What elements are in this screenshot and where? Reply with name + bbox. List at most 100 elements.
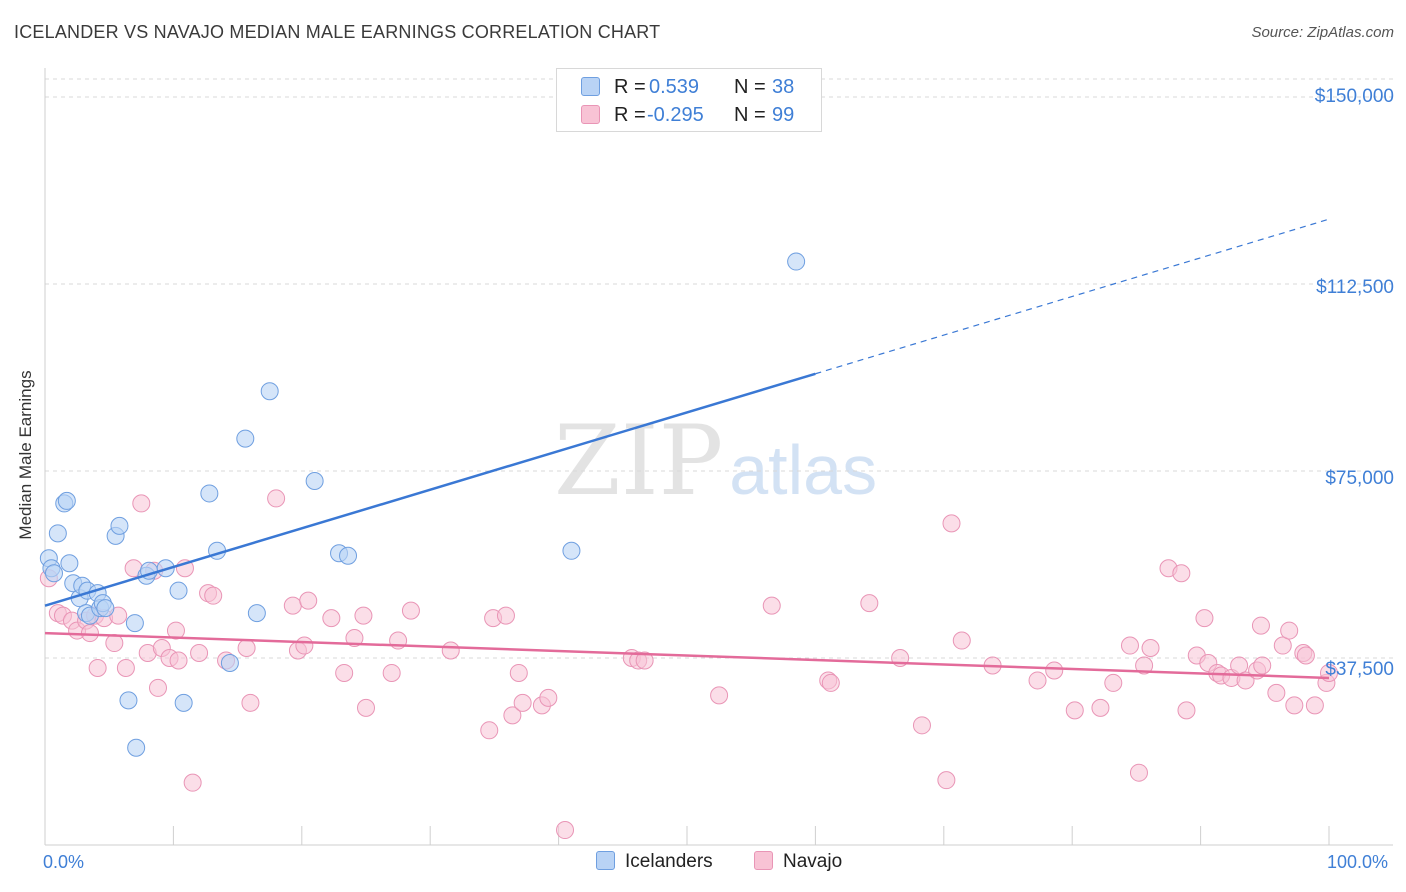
icelander-point xyxy=(125,614,144,633)
navajo-point xyxy=(1129,763,1148,782)
navajo-point xyxy=(710,686,729,705)
navajo-swatch xyxy=(581,105,600,124)
legend-item-navajo[interactable]: Navajo xyxy=(754,851,842,873)
icelander-point xyxy=(96,599,115,618)
navajo-point xyxy=(241,693,260,712)
y-tick-label: $37,500 xyxy=(1325,659,1394,680)
navajo-point xyxy=(821,673,840,692)
icelander-point xyxy=(339,546,358,565)
navajo-point xyxy=(401,601,420,620)
n-label: N = xyxy=(734,104,766,126)
x-tick-label-min: 0.0% xyxy=(43,852,85,872)
icelander-point xyxy=(247,604,266,623)
icelander-points xyxy=(39,252,806,757)
icelander-point xyxy=(48,524,67,543)
navajo-point xyxy=(912,716,931,735)
navajo-point xyxy=(1065,701,1084,720)
navajo-point xyxy=(237,639,256,658)
navajo-point xyxy=(1285,696,1304,715)
navajo-point xyxy=(1028,671,1047,690)
navajo-trend-line xyxy=(44,631,1330,680)
navajo-point xyxy=(295,636,314,655)
navajo-point xyxy=(762,596,781,615)
navajo-point xyxy=(1104,673,1123,692)
navajo-point xyxy=(1273,636,1292,655)
y-tick-label: $112,500 xyxy=(1316,277,1394,298)
icelander-point xyxy=(127,738,146,757)
n-value: 38 xyxy=(772,76,795,98)
chart-title: ICELANDER VS NAVAJO MEDIAN MALE EARNINGS… xyxy=(14,22,661,42)
icelander-point xyxy=(169,581,188,600)
navajo-point xyxy=(480,721,499,740)
navajo-point xyxy=(335,663,354,682)
navajo-point xyxy=(190,644,209,663)
navajo-point xyxy=(1251,616,1270,635)
icelander-point xyxy=(60,554,79,573)
navajo-point xyxy=(1091,698,1110,717)
icelander-point xyxy=(220,653,239,672)
legend-item-icelanders[interactable]: Icelanders xyxy=(596,851,713,873)
legend-label: Navajo xyxy=(783,851,843,872)
n-value: 99 xyxy=(772,104,795,126)
correlation-legend: R = 0.539 N = 38 R = -0.295 N = 99 xyxy=(556,68,822,132)
navajo-point xyxy=(1267,683,1286,702)
navajo-point xyxy=(942,514,961,533)
navajo-point xyxy=(937,771,956,790)
icelander-point xyxy=(200,484,219,503)
navajo-point xyxy=(132,494,151,513)
navajo-point xyxy=(556,821,575,840)
icelander-point xyxy=(119,691,138,710)
navajo-point xyxy=(1230,656,1249,675)
navajo-point xyxy=(1172,564,1191,583)
navajo-point xyxy=(345,629,364,648)
navajo-point xyxy=(1177,701,1196,720)
navajo-point xyxy=(496,606,515,625)
navajo-point xyxy=(509,663,528,682)
watermark-zip: ZIP xyxy=(554,405,724,517)
navajo-point xyxy=(503,706,522,725)
y-tick-label: $150,000 xyxy=(1314,86,1394,107)
navajo-point xyxy=(860,594,879,613)
icelander-point xyxy=(562,541,581,560)
navajo-point xyxy=(513,693,532,712)
navajo-point xyxy=(382,663,401,682)
trend-lines xyxy=(44,218,1330,680)
source-label: Source: ZipAtlas.com xyxy=(1251,24,1394,41)
icelander-point xyxy=(57,491,76,510)
navajo-point xyxy=(1253,656,1272,675)
navajo-point xyxy=(635,651,654,670)
navajo-point xyxy=(204,586,223,605)
navajo-point xyxy=(183,773,202,792)
legend-row-navajo: R = -0.295 N = 99 xyxy=(557,101,821,129)
navajo-point xyxy=(1296,646,1315,665)
navajo-point xyxy=(80,624,99,643)
r-label: R = xyxy=(614,76,646,98)
navajo-point xyxy=(169,651,188,670)
navajo-point xyxy=(88,658,107,677)
navajo-point xyxy=(357,698,375,717)
icelander-point xyxy=(305,471,324,490)
y-axis-label: Median Male Earnings xyxy=(16,370,35,540)
navajo-point xyxy=(166,621,185,640)
icelander-point xyxy=(787,252,806,271)
navajo-point xyxy=(283,596,302,615)
legend-row-icelanders: R = 0.539 N = 38 xyxy=(557,73,821,101)
icelander-point xyxy=(44,564,63,583)
navajo-point xyxy=(952,631,971,650)
y-tick-label: $75,000 xyxy=(1325,468,1394,489)
icelander-point xyxy=(110,516,129,535)
icelanders-swatch xyxy=(581,77,600,96)
navajo-point xyxy=(539,688,558,707)
r-value: -0.295 xyxy=(647,104,704,126)
axes xyxy=(44,68,1393,846)
watermark-atlas: atlas xyxy=(729,431,878,509)
navajo-point xyxy=(322,609,341,628)
navajo-point xyxy=(1195,609,1214,628)
x-tick-label-max: 100.0% xyxy=(1327,852,1389,872)
navajo-point xyxy=(441,641,460,660)
navajo-point xyxy=(105,634,124,653)
icelander-point xyxy=(260,382,279,401)
legend-label: Icelanders xyxy=(625,851,713,872)
navajo-point xyxy=(267,489,286,508)
